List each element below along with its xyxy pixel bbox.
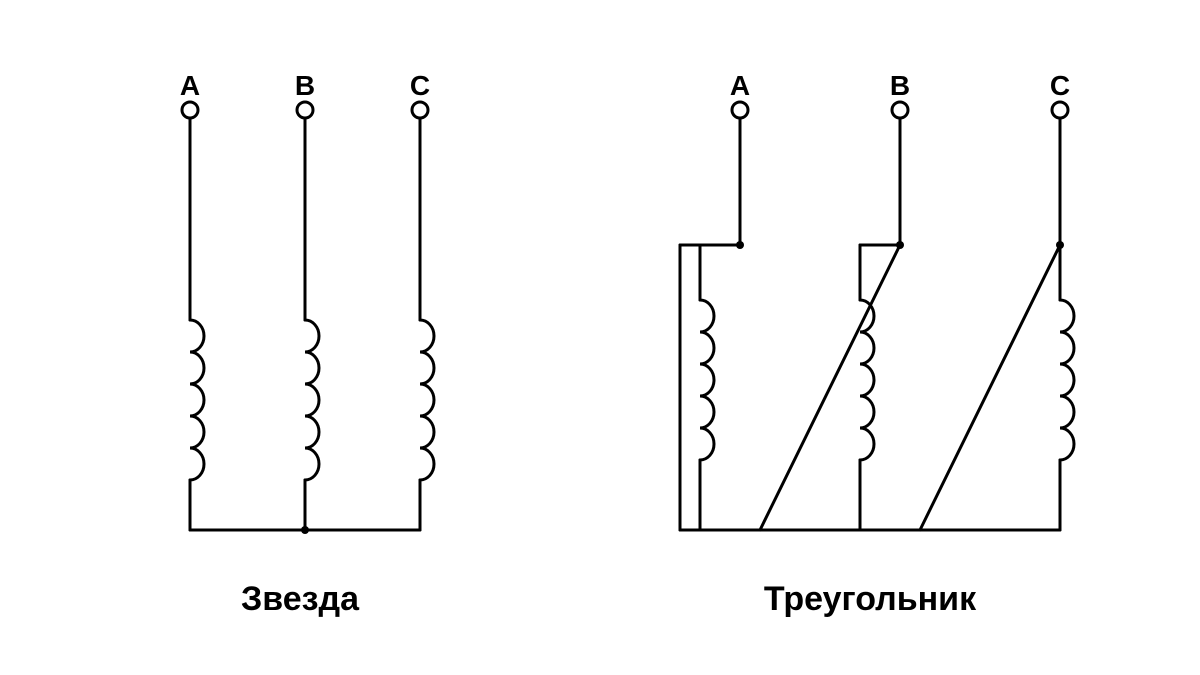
wire — [700, 300, 714, 460]
node — [297, 102, 313, 118]
wire — [760, 245, 900, 530]
delta-caption: Треугольник — [764, 580, 977, 618]
star-caption: Звезда — [241, 580, 360, 618]
node — [182, 102, 198, 118]
node — [732, 102, 748, 118]
phase-label: B — [890, 70, 910, 101]
wire — [305, 320, 319, 480]
phase-label: A — [730, 70, 750, 101]
node — [412, 102, 428, 118]
node — [301, 526, 309, 534]
node — [892, 102, 908, 118]
phase-label: A — [180, 70, 200, 101]
wire — [920, 245, 1060, 530]
wire — [1060, 300, 1074, 460]
phase-label: B — [295, 70, 315, 101]
node — [1052, 102, 1068, 118]
phase-label: C — [410, 70, 430, 101]
phase-label: C — [1050, 70, 1070, 101]
wire — [190, 320, 204, 480]
wire — [420, 320, 434, 480]
